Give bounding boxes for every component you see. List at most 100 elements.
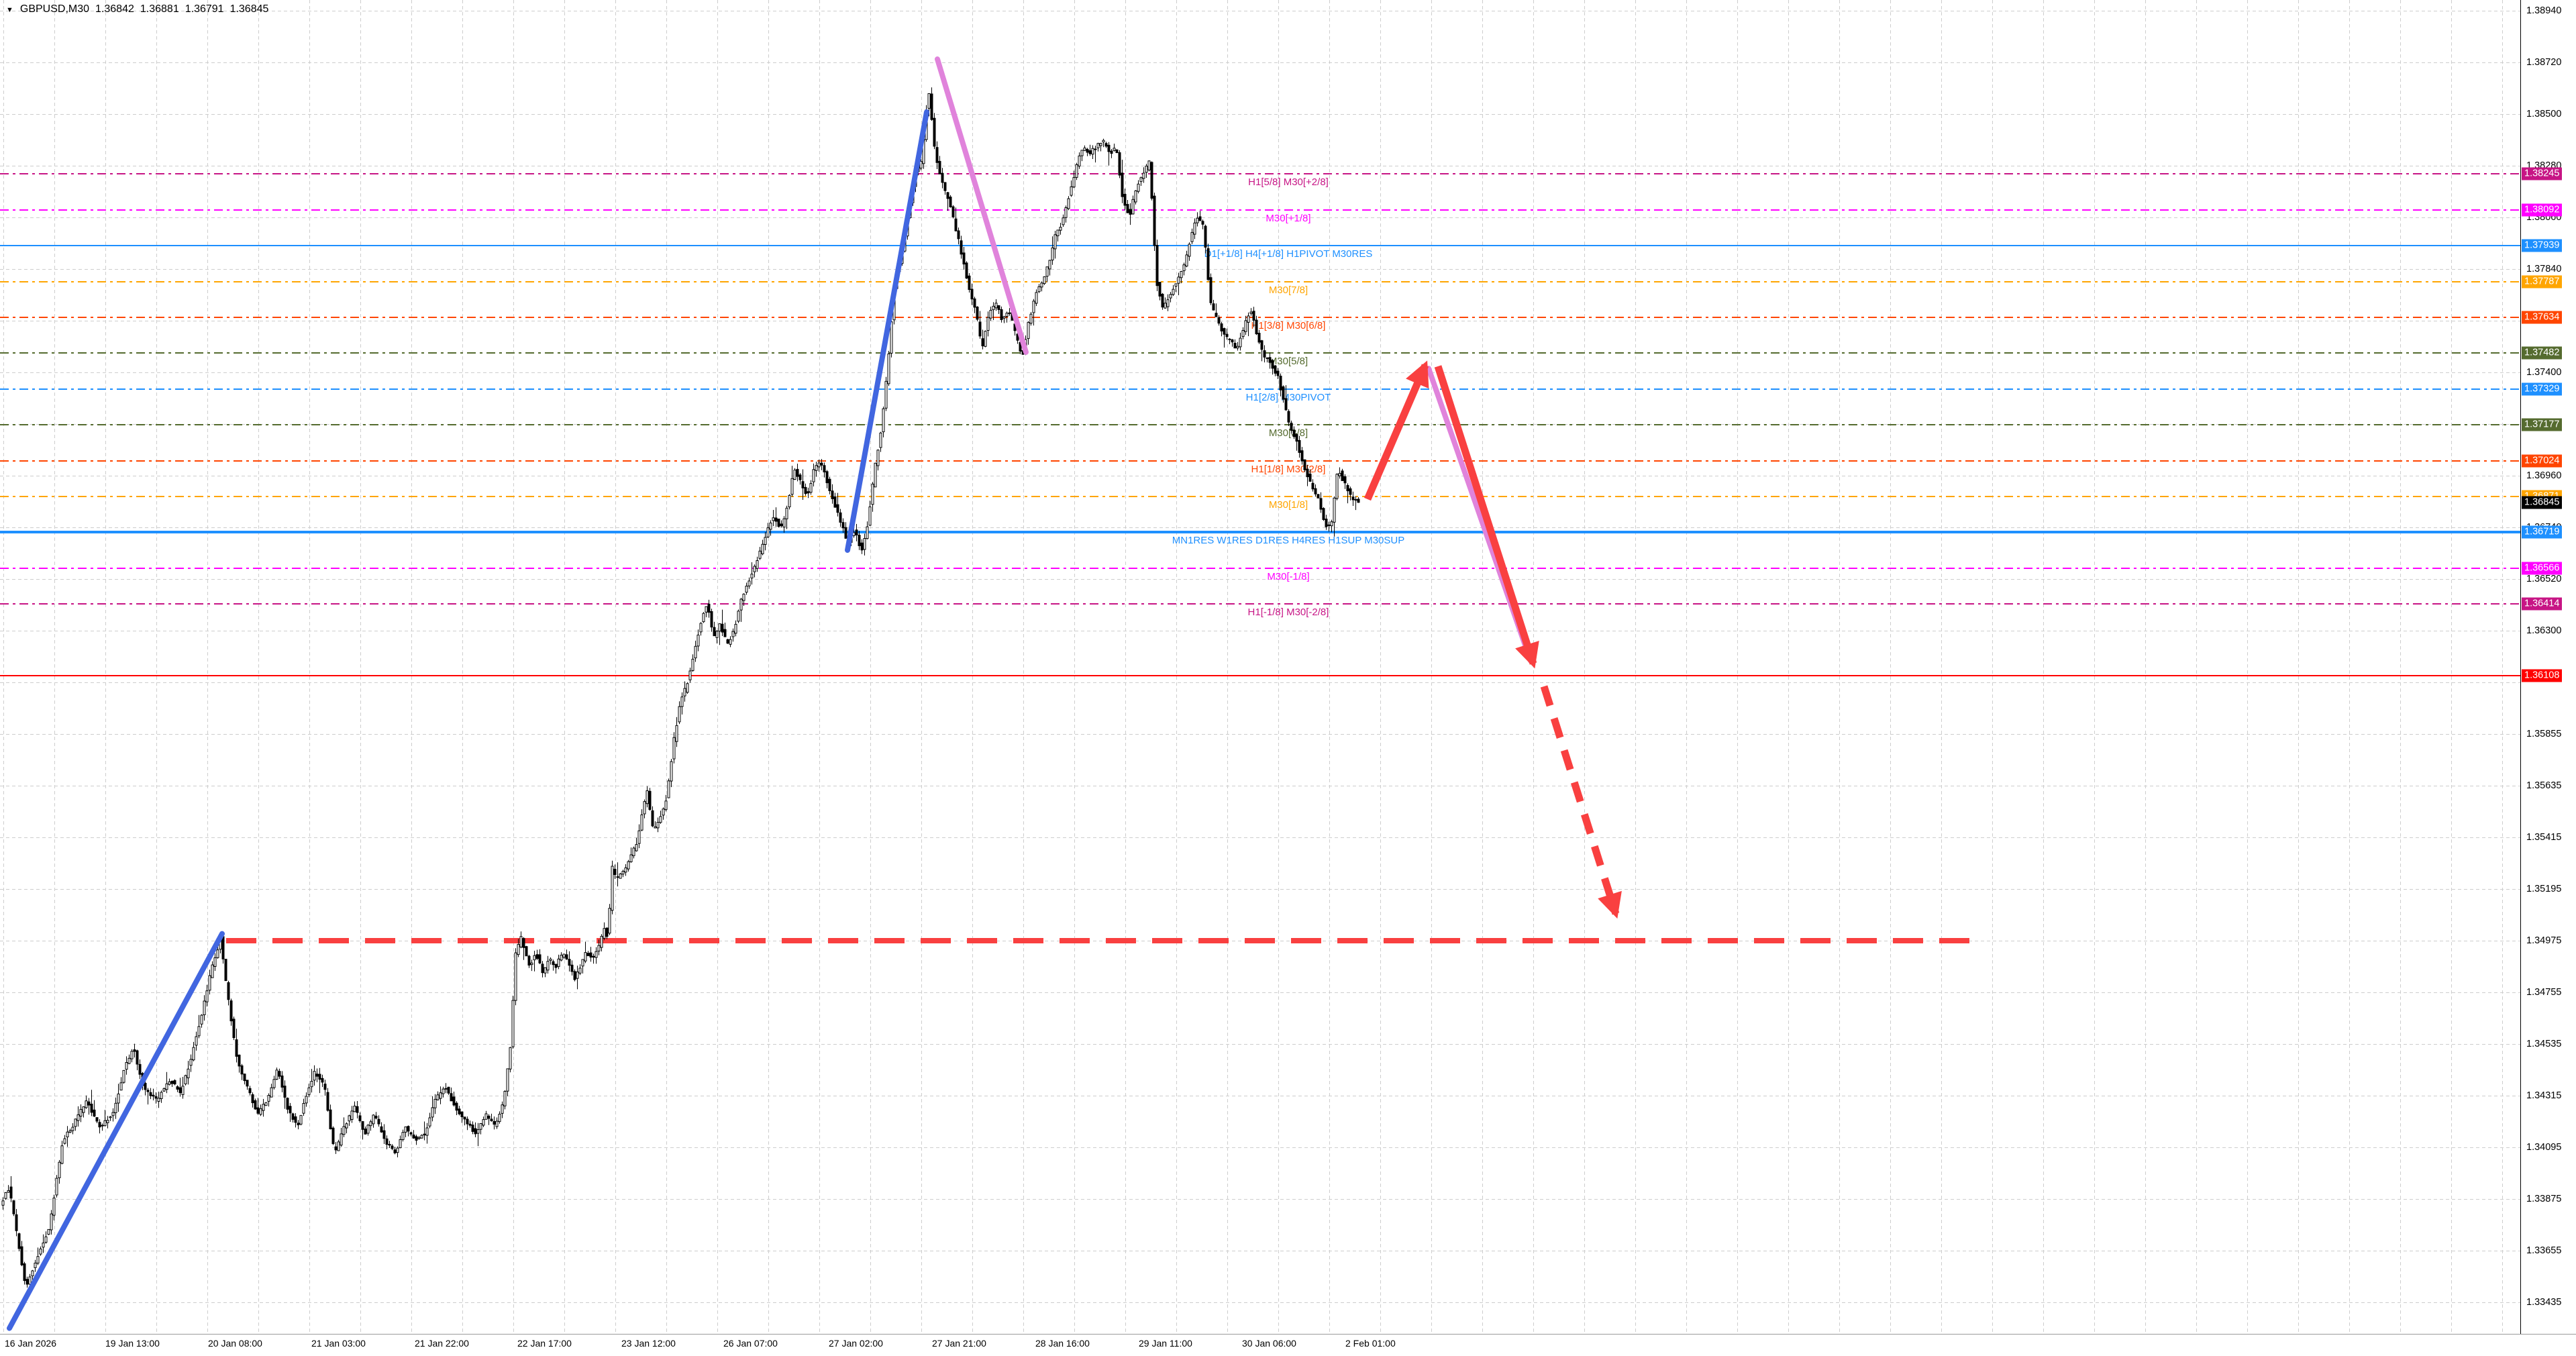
price-tick-label: 1.34315 <box>2526 1090 2562 1101</box>
h1-minus1of8-m30-minus2of8-line[interactable] <box>0 603 2520 605</box>
gridline-v <box>2145 0 2146 1334</box>
m30-1of8-label: M30[1/8] <box>1268 499 1308 511</box>
red-resistance-line[interactable] <box>0 675 2520 677</box>
time-axis-label: 27 Jan 21:00 <box>932 1338 986 1349</box>
gridline-v <box>1329 0 1330 1334</box>
m30-plus1of8-line[interactable] <box>0 209 2520 211</box>
time-axis[interactable]: 16 Jan 2026 19 Jan 13:00 20 Jan 08:00 21 Ja… <box>0 1334 2576 1356</box>
gridline-v <box>54 0 55 1334</box>
gridline-h <box>0 269 2520 270</box>
blue-trendline-mid[interactable] <box>845 109 929 553</box>
h1-2of8-m30pivot-label: H1[2/8] M30PIVOT <box>1245 391 1331 403</box>
mn1res-w1res-d1res-h4res-h1sup-m30sup-label: MN1RES W1RES D1RES H4RES H1SUP M30SUP <box>1172 535 1405 547</box>
m30-plus1of8-label: M30[+1/8] <box>1266 212 1311 224</box>
gridline-v <box>615 0 616 1334</box>
gridline-v <box>2094 0 2095 1334</box>
price-tick-label: 1.33655 <box>2526 1245 2562 1256</box>
mn1res-w1res-d1res-h4res-h1sup-m30sup-line[interactable] <box>0 531 2520 534</box>
d1-plus1of8-h4-plus1of8-h1pivot-m30res-label: D1[+1/8] H4[+1/8] H1PIVOT M30RES <box>1204 248 1373 260</box>
gridline-v <box>258 0 259 1334</box>
price-tick-label: 1.36520 <box>2526 574 2562 584</box>
h1-minus1of8-m30-minus2of8-label: H1[-1/8] M30[-2/8] <box>1247 607 1329 619</box>
gridline-h <box>0 62 2520 63</box>
gridline-v <box>2196 0 2197 1334</box>
gridline-v <box>1788 0 1789 1334</box>
price-tick-label: 1.34755 <box>2526 987 2562 998</box>
gridline-h <box>0 1044 2520 1045</box>
gridline-v <box>1737 0 1738 1334</box>
m30-3of8-label: M30[3/8] <box>1268 427 1308 439</box>
red-dashed-support-line[interactable] <box>226 938 1983 944</box>
price-tick-label: 1.37400 <box>2526 367 2562 378</box>
gridline-v <box>3 0 4 1334</box>
h1-3of8-m30-6of8-line[interactable] <box>0 317 2520 319</box>
gridline-h <box>0 1302 2520 1303</box>
gridline-v <box>411 0 412 1334</box>
gridline-v <box>360 0 361 1334</box>
gridline-v <box>1125 0 1126 1334</box>
gridline-v <box>1278 0 1279 1334</box>
blue-trendline-left[interactable] <box>7 931 225 1331</box>
price-level-badge: 1.37787 <box>2522 275 2563 289</box>
price-tick-label: 1.36300 <box>2526 625 2562 636</box>
m30-minus1of8-line[interactable] <box>0 567 2520 569</box>
gridline-v <box>513 0 514 1334</box>
price-level-badge: 1.37634 <box>2522 311 2563 324</box>
price-tick-label: 1.35635 <box>2526 780 2562 791</box>
gridline-v <box>2247 0 2248 1334</box>
m30-7of8-line[interactable] <box>0 280 2520 282</box>
gridline-v <box>1584 0 1585 1334</box>
gridline-v <box>1074 0 1075 1334</box>
gridline-v <box>564 0 565 1334</box>
time-axis-label: 21 Jan 03:00 <box>311 1338 366 1349</box>
symbol-dropdown-arrow-icon[interactable]: ▼ <box>6 6 13 14</box>
red-arrow-up[interactable] <box>1363 360 1429 501</box>
red-arrow-down[interactable] <box>1434 365 1539 669</box>
time-axis-label: 21 Jan 22:00 <box>415 1338 469 1349</box>
gridline-v <box>207 0 208 1334</box>
gridline-v <box>1890 0 1891 1334</box>
candles-and-drawings-layer <box>1 56 1622 1331</box>
time-axis-label: 16 Jan 2026 <box>5 1338 57 1349</box>
m30-7of8-label: M30[7/8] <box>1268 284 1308 296</box>
chart-ohlc-readout: ▼ GBPUSD,M30 1.36842 1.36881 1.36791 1.36845 <box>6 3 268 15</box>
h1-1of8-m30-2of8-line[interactable] <box>0 460 2520 462</box>
gridline-v <box>105 0 106 1334</box>
price-level-badge: 1.37024 <box>2522 454 2563 468</box>
time-axis-label: 30 Jan 06:00 <box>1242 1338 1296 1349</box>
time-axis-label: 28 Jan 16:00 <box>1035 1338 1090 1349</box>
ohlc-open: 1.36842 <box>95 3 134 15</box>
m30-5of8-line[interactable] <box>0 352 2520 354</box>
gridline-v <box>2400 0 2401 1334</box>
gridline-v <box>2298 0 2299 1334</box>
price-tick-label: 1.34975 <box>2526 935 2562 946</box>
red-arrow-dashed-forecast[interactable] <box>1540 685 1622 919</box>
gridline-v <box>156 0 157 1334</box>
gridline-v <box>1176 0 1177 1334</box>
m30-3of8-line[interactable] <box>0 424 2520 426</box>
price-level-badge: 1.36414 <box>2522 597 2563 611</box>
price-tick-label: 1.38500 <box>2526 109 2562 119</box>
price-axis[interactable]: 1.38940 1.38720 1.38500 1.38280 1.38060 1.378… <box>2520 0 2576 1334</box>
ohlc-low: 1.36791 <box>185 3 224 15</box>
time-axis-label: 26 Jan 07:00 <box>723 1338 778 1349</box>
gridline-h <box>0 1147 2520 1148</box>
price-tick-label: 1.34095 <box>2526 1142 2562 1153</box>
pink-trendline-peak[interactable] <box>935 56 1029 355</box>
chart-surface[interactable]: H1[5/8] M30[+2/8] M30[+1/8] D1[+1/8] H4[+1… <box>0 0 2520 1334</box>
price-tick-label: 1.35855 <box>2526 729 2562 739</box>
gridline-v <box>1686 0 1687 1334</box>
price-tick-label: 1.36960 <box>2526 470 2562 481</box>
gridline-h <box>0 527 2520 528</box>
d1-plus1of8-h4-plus1of8-h1pivot-m30res-line[interactable] <box>0 245 2520 247</box>
price-level-badge: 1.37329 <box>2522 382 2563 396</box>
m30-1of8-line[interactable] <box>0 496 2520 498</box>
candlestick-series <box>1 87 1360 1291</box>
gridline-v <box>1431 0 1432 1334</box>
time-axis-label: 2 Feb 01:00 <box>1345 1338 1396 1349</box>
h1-2of8-m30pivot-line[interactable] <box>0 388 2520 390</box>
h1-5of8-m30-plus2of8-line[interactable] <box>0 173 2520 175</box>
gridline-v <box>768 0 769 1334</box>
price-level-badge: 1.37939 <box>2522 239 2563 252</box>
